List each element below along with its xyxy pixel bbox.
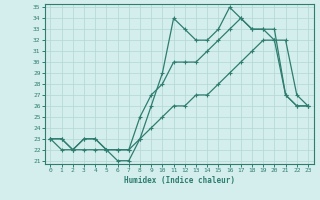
X-axis label: Humidex (Indice chaleur): Humidex (Indice chaleur) <box>124 176 235 185</box>
